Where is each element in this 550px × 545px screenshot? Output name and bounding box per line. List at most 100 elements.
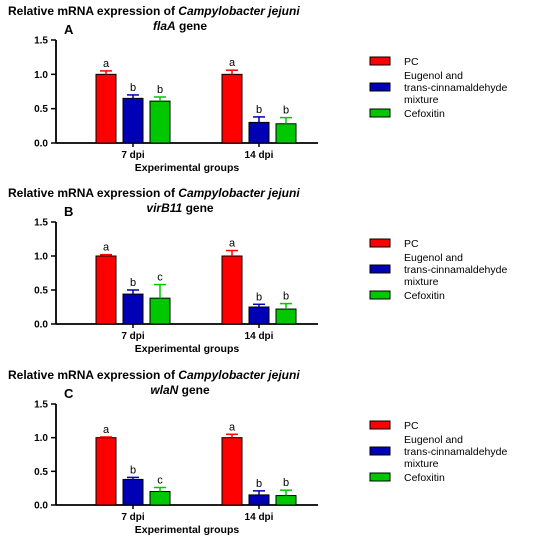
legend-label: mixture — [404, 458, 439, 470]
significance-letter: b — [256, 478, 262, 490]
bar — [275, 495, 297, 506]
legend-label: PC — [404, 238, 419, 250]
bar — [275, 123, 297, 144]
chart-panel-b: Relative mRNA expression of Campylobacte… — [8, 186, 507, 355]
significance-letter: b — [157, 84, 163, 96]
bar — [248, 494, 270, 506]
chart-title-line2: wlaN gene — [150, 383, 210, 397]
title-suffix: gene — [178, 383, 210, 397]
panel-letter: A — [64, 22, 74, 37]
legend-swatch — [369, 472, 391, 482]
x-tick-label: 7 dpi — [121, 150, 145, 161]
legend: PC Eugenol andtrans-cinnamaldehydemixture… — [369, 56, 507, 120]
y-tick-label: 1.5 — [34, 400, 48, 411]
title-organism: Campylobacter jejuni — [178, 4, 300, 18]
legend-label: PC — [404, 56, 419, 68]
y-tick-label: 1.0 — [34, 70, 48, 81]
x-axis-label: Experimental groups — [135, 343, 240, 355]
bar — [149, 491, 171, 506]
bar — [248, 121, 270, 144]
chart-title-line2: flaA gene — [153, 19, 207, 33]
title-suffix: gene — [182, 201, 214, 215]
significance-letter: c — [157, 474, 163, 486]
legend-label: Cefoxitin — [404, 108, 445, 120]
title-prefix: Relative mRNA expression of — [8, 368, 178, 382]
x-axis-label: Experimental groups — [135, 162, 240, 174]
panel-letter: B — [64, 204, 73, 219]
legend-label: Eugenol and — [404, 434, 463, 446]
y-tick-label: 0.0 — [34, 501, 48, 512]
x-tick-label: 14 dpi — [245, 331, 274, 342]
bar — [275, 308, 297, 325]
chart-title-line1: Relative mRNA expression of Campylobacte… — [8, 368, 300, 382]
legend-label: trans-cinnamaldehyde — [404, 446, 507, 458]
significance-letter: a — [229, 57, 236, 69]
bar — [95, 73, 117, 144]
bar — [122, 478, 144, 506]
bar — [248, 306, 270, 325]
y-tick-label: 0.5 — [34, 286, 48, 297]
chart-title-line1: Relative mRNA expression of Campylobacte… — [8, 186, 300, 200]
legend-swatch — [369, 108, 391, 118]
y-tick-label: 1.5 — [34, 218, 48, 229]
title-organism: Campylobacter jejuni — [178, 186, 300, 200]
legend-label: trans-cinnamaldehyde — [404, 82, 507, 94]
legend-label: Eugenol and — [404, 252, 463, 264]
y-tick-label: 1.0 — [34, 433, 48, 444]
bar — [221, 73, 243, 144]
title-organism: Campylobacter jejuni — [178, 368, 300, 382]
significance-letter: a — [229, 238, 236, 250]
legend-label: mixture — [404, 276, 439, 288]
significance-letter: a — [229, 421, 236, 433]
title-prefix: Relative mRNA expression of — [8, 4, 178, 18]
y-tick-label: 1.5 — [34, 36, 48, 47]
legend-swatch — [369, 82, 391, 92]
x-axis-label: Experimental groups — [135, 524, 240, 536]
panel-letter: C — [64, 386, 74, 401]
significance-letter: b — [283, 477, 289, 489]
y-tick-label: 1.0 — [34, 252, 48, 263]
legend-label: trans-cinnamaldehyde — [404, 264, 507, 276]
legend: PC Eugenol andtrans-cinnamaldehydemixture… — [369, 238, 507, 302]
chart-panel-a: Relative mRNA expression of Campylobacte… — [8, 4, 507, 174]
significance-letter: b — [130, 464, 136, 476]
significance-letter: b — [256, 291, 262, 303]
legend-swatch — [369, 238, 391, 248]
significance-letter: c — [157, 272, 163, 284]
y-tick-label: 0.5 — [34, 467, 48, 478]
bar — [149, 297, 171, 325]
chart-panel-c: Relative mRNA expression of Campylobacte… — [8, 368, 507, 536]
legend-label: Cefoxitin — [404, 472, 445, 484]
bar — [122, 293, 144, 325]
x-tick-label: 7 dpi — [121, 331, 145, 342]
significance-letter: b — [130, 82, 136, 94]
legend-swatch — [369, 56, 391, 66]
x-tick-label: 7 dpi — [121, 512, 145, 523]
bar — [221, 437, 243, 506]
legend-label: Eugenol and — [404, 70, 463, 82]
x-tick-label: 14 dpi — [245, 150, 274, 161]
title-gene: virB11 — [146, 201, 182, 215]
bar — [95, 255, 117, 325]
title-gene: wlaN — [150, 383, 178, 397]
x-tick-label: 14 dpi — [245, 512, 274, 523]
bar — [221, 255, 243, 325]
title-suffix: gene — [176, 19, 208, 33]
chart-title-line2: virB11 gene — [146, 201, 213, 215]
y-tick-label: 0.0 — [34, 139, 48, 150]
significance-letter: b — [256, 104, 262, 116]
chart-title-line1: Relative mRNA expression of Campylobacte… — [8, 4, 300, 18]
significance-letter: b — [283, 291, 289, 303]
title-gene: flaA — [153, 19, 176, 33]
bar — [122, 97, 144, 144]
y-tick-label: 0.5 — [34, 104, 48, 115]
bar — [149, 100, 171, 144]
significance-letter: a — [103, 424, 110, 436]
legend-swatch — [369, 446, 391, 456]
legend-label: PC — [404, 420, 419, 432]
legend: PC Eugenol andtrans-cinnamaldehydemixture… — [369, 420, 507, 484]
significance-letter: a — [103, 242, 110, 254]
legend-label: mixture — [404, 94, 439, 106]
legend-swatch — [369, 264, 391, 274]
